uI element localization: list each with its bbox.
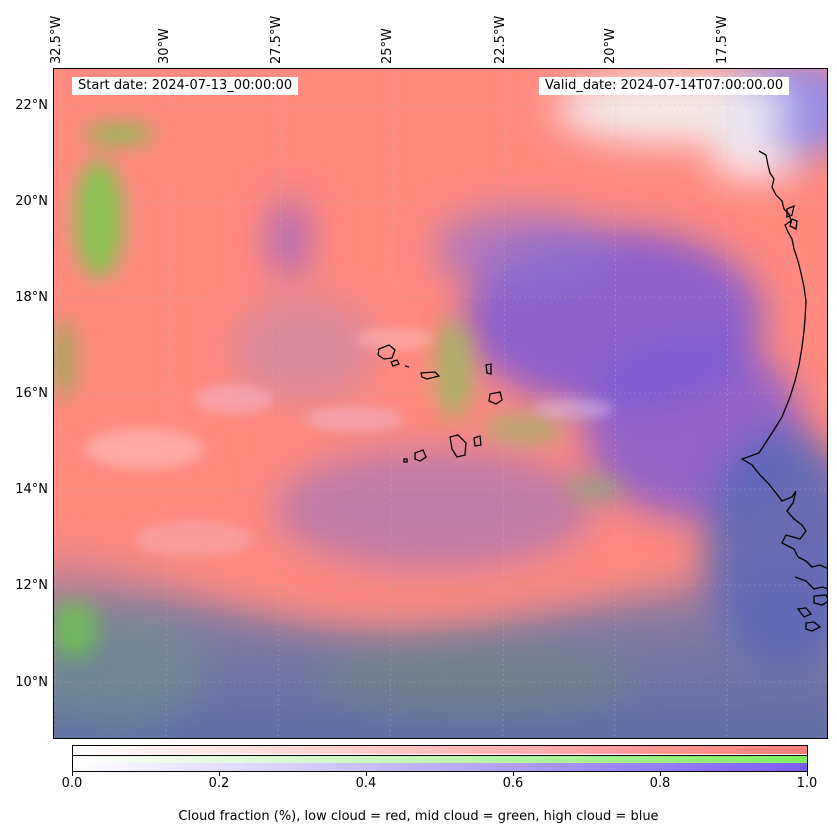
latitude-tick-label: 10°N xyxy=(15,675,48,690)
colorbar-label: Cloud fraction (%), low cloud = red, mid… xyxy=(178,809,659,824)
graticule xyxy=(54,69,827,738)
colorbar-tick-mark xyxy=(513,772,514,776)
latitude-tick-label: 16°N xyxy=(15,386,48,401)
longitude-tick-label: 22.5°W xyxy=(493,15,508,64)
islands-outline xyxy=(377,344,503,463)
longitude-tick-label: 30°W xyxy=(157,28,172,64)
latitude-tick-label: 14°N xyxy=(15,482,48,497)
latitude-tick-label: 12°N xyxy=(15,578,48,593)
colorbar-tick-label: 0.6 xyxy=(502,776,524,791)
colorbar-tick-mark xyxy=(72,772,73,776)
colorbar-tick-mark xyxy=(366,772,367,776)
colorbar-tick-mark xyxy=(807,772,808,776)
longitude-tick-label: 25°W xyxy=(380,28,395,64)
cloud-fraction-map xyxy=(53,68,828,739)
coastline xyxy=(740,150,827,632)
longitude-tick-label: 27.5°W xyxy=(269,15,284,64)
latitude-tick-label: 20°N xyxy=(15,194,48,209)
mid-cloud-patches xyxy=(54,124,624,659)
colorbar-tick-label: 0.8 xyxy=(649,776,671,791)
start-date-label: Start date: 2024-07-13_00:00:00 xyxy=(72,77,299,95)
latitude-tick-label: 18°N xyxy=(15,290,48,305)
colorbar-high-cloud xyxy=(73,763,807,771)
longitude-tick-label: 17.5°W xyxy=(715,15,730,64)
longitude-tick-label: 20°W xyxy=(603,28,618,64)
cloud-texture xyxy=(84,329,614,557)
map-canvas xyxy=(54,69,827,738)
colorbar-tick-mark xyxy=(219,772,220,776)
colorbar-tick-mark xyxy=(660,772,661,776)
colorbar-tick-label: 0.2 xyxy=(208,776,230,791)
colorbar-tick-label: 0.0 xyxy=(61,776,83,791)
colorbar xyxy=(72,745,808,772)
valid-date-label: Valid_date: 2024-07-14T07:00:00.00 xyxy=(539,77,790,95)
colorbar-low-cloud xyxy=(73,746,807,754)
colorbar-tick-label: 0.4 xyxy=(355,776,377,791)
latitude-tick-label: 22°N xyxy=(15,98,48,113)
longitude-tick-label: 32.5°W xyxy=(49,15,64,64)
colorbar-tick-label: 1.0 xyxy=(796,776,818,791)
